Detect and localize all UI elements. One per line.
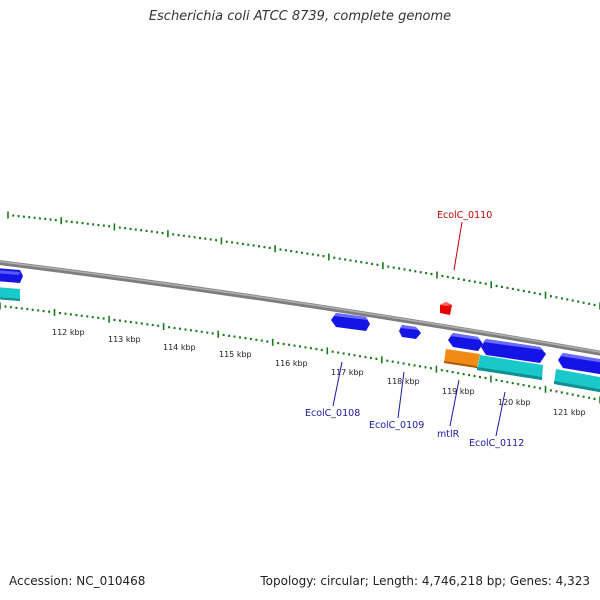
gene-feature-EcolC_0110[interactable] [440, 302, 452, 315]
scale-tick-ring [0, 302, 600, 404]
scale-label: 113 kbp [108, 335, 141, 344]
scale-labels: 112 kbp 113 kbp 114 kbp 115 kbp 116 kbp … [52, 328, 586, 417]
genome-summary-text: Topology: circular; Length: 4,746,218 bp… [260, 574, 590, 588]
scale-label: 117 kbp [331, 368, 364, 377]
rna-feature-mtlR[interactable] [444, 349, 480, 368]
scale-label: 121 kbp [553, 408, 586, 417]
scale-label: 120 kbp [498, 398, 531, 407]
gene-label[interactable]: EcolC_0108 [305, 408, 360, 419]
gene-labels: EcolC_0110 EcolC_0108 EcolC_0109 mtlR Ec… [305, 210, 524, 449]
callout-line-EcolC_0110 [453, 221, 463, 271]
accession-text: Accession: NC_010468 [9, 574, 146, 588]
gene-feature-EcolC_0112[interactable] [481, 339, 546, 363]
callout-line-EcolC_0109 [397, 371, 405, 419]
gene-feature-right-edge[interactable] [558, 353, 600, 375]
scale-label: 114 kbp [163, 343, 196, 352]
scale-label: 118 kbp [387, 377, 420, 386]
scale-label: 116 kbp [275, 359, 308, 368]
gene-label[interactable]: EcolC_0112 [469, 438, 524, 449]
gene-feature-left-edge[interactable] [0, 268, 23, 283]
gene-callout-lines [332, 221, 506, 437]
cds-feature-left-edge[interactable] [0, 287, 20, 301]
gene-feature-mtlR[interactable] [448, 333, 483, 351]
gene-label[interactable]: EcolC_0109 [369, 420, 424, 431]
genome-backbone [0, 260, 600, 356]
outer-tick-ring [7, 211, 600, 310]
genome-backbone-highlight [0, 260, 600, 353]
cds-feature-right-edge[interactable] [554, 369, 600, 393]
callout-line-EcolC_0112 [495, 391, 506, 437]
gene-label[interactable]: EcolC_0110 [437, 210, 492, 221]
gene-label[interactable]: mtlR [437, 429, 460, 440]
scale-label: 119 kbp [442, 387, 475, 396]
callout-line-EcolC_0108 [332, 361, 343, 407]
callout-line-mtlR [449, 379, 460, 427]
gene-feature-EcolC_0108[interactable] [331, 313, 370, 331]
scale-label: 115 kbp [219, 350, 252, 359]
genome-title: Escherichia coli ATCC 8739, complete gen… [148, 9, 452, 24]
cds-feature-EcolC_0112[interactable] [477, 355, 543, 380]
scale-label: 112 kbp [52, 328, 85, 337]
gene-feature-EcolC_0109[interactable] [399, 325, 421, 339]
